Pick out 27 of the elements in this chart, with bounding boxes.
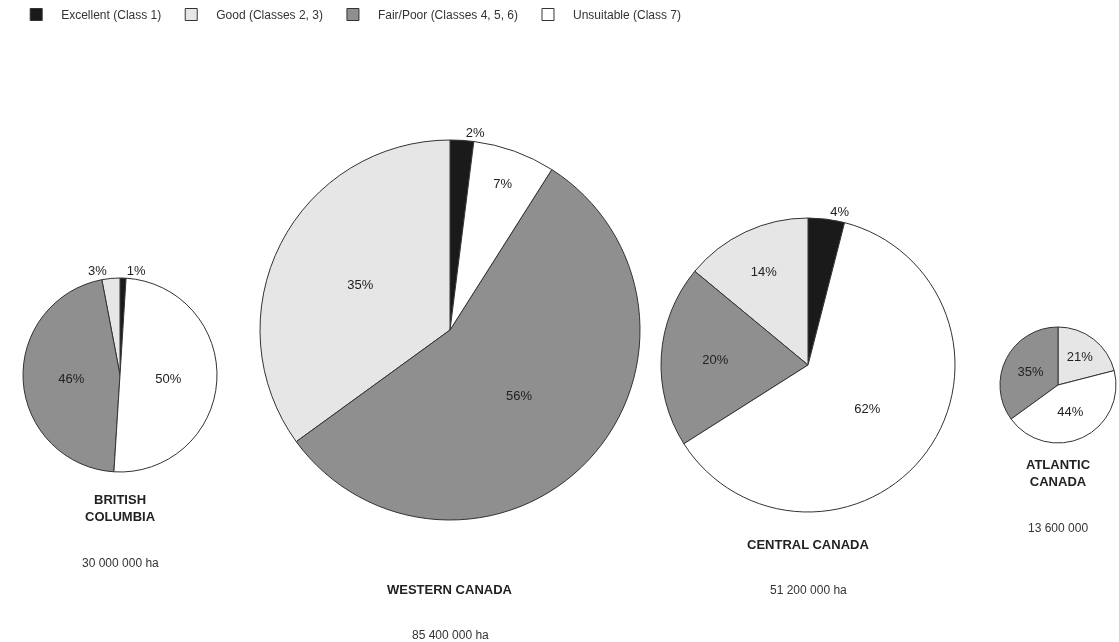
data-label: 14% xyxy=(750,264,778,280)
data-label: 1% xyxy=(126,263,147,279)
data-label: 7% xyxy=(493,175,513,191)
data-label: 35% xyxy=(347,276,374,292)
text: BRITISH COLUMBIA xyxy=(85,492,156,524)
text: WESTERN CANADA xyxy=(387,582,513,597)
data-label: 44% xyxy=(1057,403,1084,419)
text: 30 000 000 ha xyxy=(82,556,160,570)
data-label: 35% xyxy=(1017,363,1044,379)
text: CENTRAL CANADA xyxy=(747,537,870,552)
data-label: 62% xyxy=(854,400,881,416)
text: 13 600 000 xyxy=(1028,521,1089,535)
legend-label: Good (Classes 2, 3) xyxy=(216,8,323,23)
legend-label: Fair/Poor (Classes 4, 5, 6) xyxy=(377,8,518,23)
text: ATLANTIC CANADA xyxy=(1026,457,1091,489)
data-label: 21% xyxy=(1066,349,1094,365)
legend-label: Excellent (Class 1) xyxy=(61,8,162,23)
text: 51 200 000 ha xyxy=(770,583,848,597)
data-label: 50% xyxy=(155,370,182,386)
data-label: 4% xyxy=(830,204,850,220)
text: 85 400 000 ha xyxy=(412,628,490,642)
data-label: 46% xyxy=(58,370,85,386)
legend-label: Unsuitable (Class 7) xyxy=(572,8,682,23)
data-label: 20% xyxy=(702,351,729,367)
data-label: 3% xyxy=(87,263,108,279)
data-label: 2% xyxy=(465,125,485,141)
data-label: 56% xyxy=(506,387,533,403)
